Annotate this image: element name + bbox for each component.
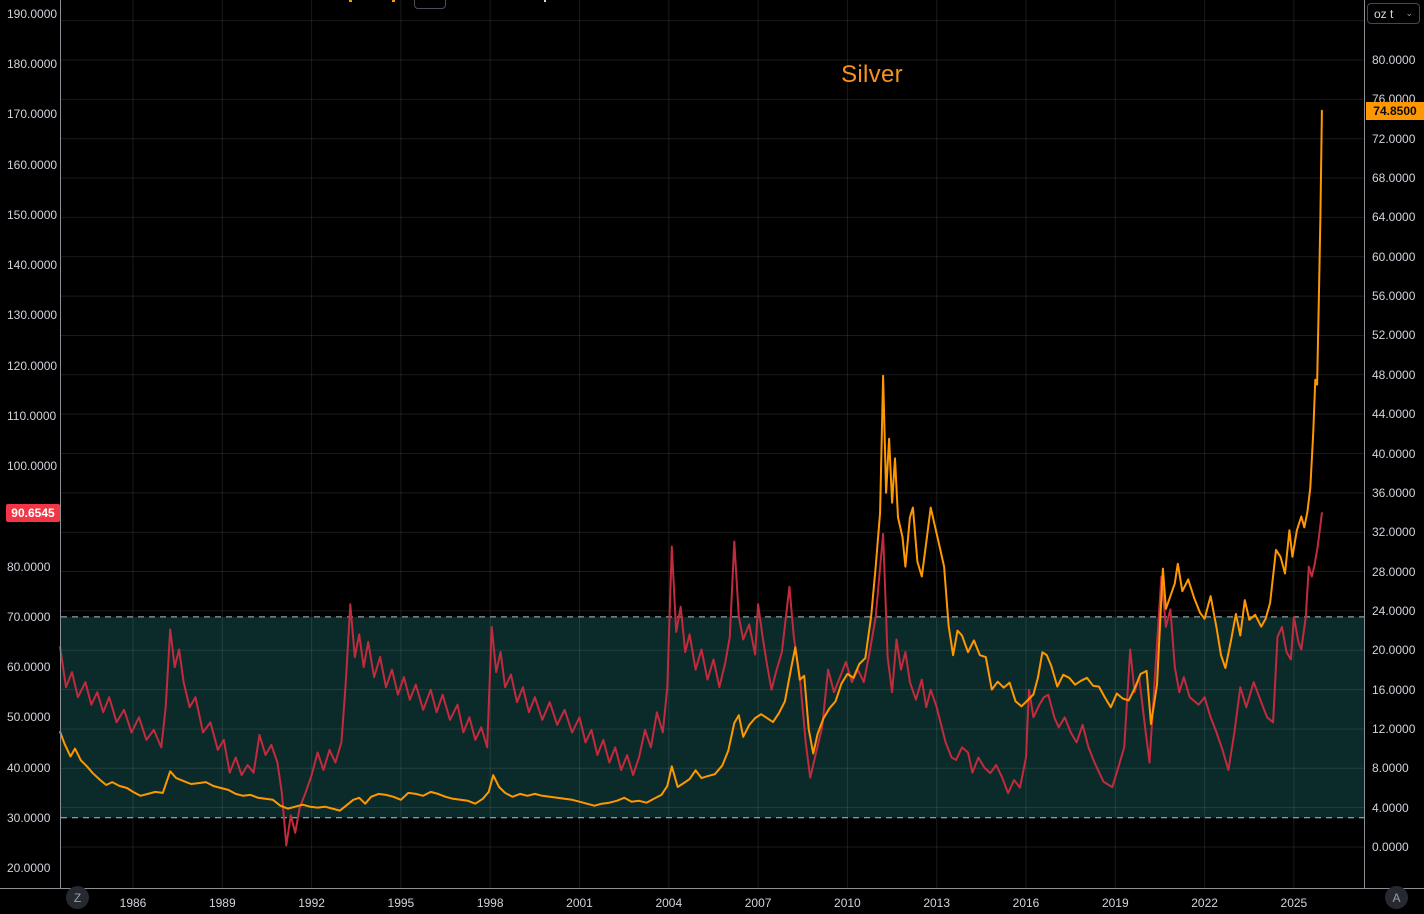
left-axis-separator bbox=[60, 0, 61, 888]
left-axis-tick: 50.0000 bbox=[7, 710, 51, 725]
left-axis-tick: 40.0000 bbox=[7, 760, 51, 775]
left-axis-tick: 130.0000 bbox=[7, 308, 58, 323]
left-axis-tick: 160.0000 bbox=[7, 157, 58, 172]
right-axis-tick: 44.0000 bbox=[1372, 407, 1416, 422]
left-axis-tick: 20.0000 bbox=[7, 861, 51, 875]
left-axis-tick: 190.0000 bbox=[7, 6, 58, 21]
left-axis-tick: 120.0000 bbox=[7, 358, 58, 373]
time-axis-tick: 2025 bbox=[1280, 896, 1308, 910]
right-axis-tick: 28.0000 bbox=[1372, 564, 1416, 579]
right-axis-tick: 0.0000 bbox=[1372, 840, 1409, 854]
right-axis-tick: 52.0000 bbox=[1372, 328, 1416, 343]
right-axis-tick: 8.0000 bbox=[1372, 761, 1409, 776]
right-axis-tick: 12.0000 bbox=[1372, 721, 1416, 736]
left-axis-tick: 80.0000 bbox=[7, 559, 51, 574]
series-line-red[interactable] bbox=[59, 512, 1323, 847]
right-axis-tick: 64.0000 bbox=[1372, 210, 1416, 225]
time-axis-tick: 1995 bbox=[387, 896, 415, 910]
right-axis-tick: 32.0000 bbox=[1372, 525, 1416, 540]
right-axis-tick: 16.0000 bbox=[1372, 682, 1416, 697]
legend-remnant-dot bbox=[392, 0, 395, 2]
right-axis-tick: 56.0000 bbox=[1372, 289, 1416, 304]
time-axis-tick: 2001 bbox=[566, 896, 593, 910]
left-price-label: 90.6545 bbox=[6, 504, 60, 523]
left-axis-tick: 150.0000 bbox=[7, 207, 58, 222]
time-axis-tick: 1992 bbox=[298, 896, 325, 910]
time-axis-tick: 2004 bbox=[655, 896, 683, 910]
auto-scale-button[interactable]: A bbox=[1385, 886, 1408, 909]
timezone-button[interactable]: Z bbox=[66, 886, 89, 909]
left-axis-tick: 30.0000 bbox=[7, 810, 51, 825]
right-axis-tick: 68.0000 bbox=[1372, 171, 1416, 186]
right-axis-tick: 80.0000 bbox=[1372, 53, 1416, 67]
left-axis-tick: 140.0000 bbox=[7, 258, 58, 273]
right-axis-tick: 20.0000 bbox=[1372, 643, 1416, 658]
right-axis-tick: 4.0000 bbox=[1372, 800, 1409, 815]
right-axis-tick: 36.0000 bbox=[1372, 485, 1416, 500]
right-axis-separator bbox=[1364, 0, 1365, 914]
left-price-value: 90.6545 bbox=[11, 506, 55, 521]
time-axis[interactable]: 1986 1989 1992 1995 1998 2001 2004 2007 2010 2013… bbox=[0, 888, 1424, 914]
left-axis-tick: 180.0000 bbox=[7, 57, 58, 72]
time-axis-tick: 2013 bbox=[923, 896, 951, 910]
right-axis-tick: 72.0000 bbox=[1372, 131, 1416, 146]
legend-remnant-dot bbox=[544, 0, 546, 2]
left-axis-tick: 170.0000 bbox=[7, 107, 58, 122]
chart-canvas[interactable] bbox=[0, 0, 1424, 888]
time-axis-tick: 2016 bbox=[1012, 896, 1040, 910]
time-axis-tick: 1998 bbox=[476, 896, 504, 910]
right-axis-tick: 24.0000 bbox=[1372, 603, 1416, 618]
highlight-band bbox=[61, 616, 1364, 818]
chart-title: Silver bbox=[841, 61, 903, 88]
right-axis-tick: 60.0000 bbox=[1372, 249, 1416, 264]
left-axis-tick: 60.0000 bbox=[7, 660, 51, 675]
left-price-axis[interactable]: 190.0000 180.0000 170.0000 160.0000 150.0000… bbox=[0, 0, 60, 888]
left-axis-tick: 110.0000 bbox=[7, 408, 57, 423]
time-axis-tick: 2022 bbox=[1191, 896, 1218, 910]
time-axis-tick: 1989 bbox=[208, 896, 236, 910]
right-axis-tick: 48.0000 bbox=[1372, 367, 1416, 382]
chevron-down-icon: ⌄ bbox=[1405, 8, 1413, 18]
right-price-axis[interactable]: 80.0000 76.0000 72.0000 68.0000 64.0000 60.00… bbox=[1365, 0, 1424, 888]
unit-selector-label: oz t bbox=[1374, 6, 1394, 21]
right-price-value: 74.8500 bbox=[1373, 103, 1417, 118]
unit-selector[interactable]: oz t ⌄ bbox=[1367, 3, 1420, 24]
time-axis-tick: 2010 bbox=[834, 896, 861, 910]
legend-remnant-dot bbox=[349, 0, 352, 2]
left-axis-tick: 70.0000 bbox=[7, 609, 51, 624]
time-axis-tick: 2019 bbox=[1101, 896, 1129, 910]
right-axis-tick: 40.0000 bbox=[1372, 446, 1416, 461]
time-axis-tick: 1986 bbox=[119, 896, 147, 910]
left-axis-tick: 100.0000 bbox=[7, 459, 58, 474]
right-price-label: 74.8500 bbox=[1366, 101, 1424, 120]
legend-remnant-button bbox=[414, 0, 446, 9]
time-axis-tick: 2007 bbox=[744, 896, 772, 910]
series-line-silver[interactable] bbox=[59, 109, 1323, 812]
